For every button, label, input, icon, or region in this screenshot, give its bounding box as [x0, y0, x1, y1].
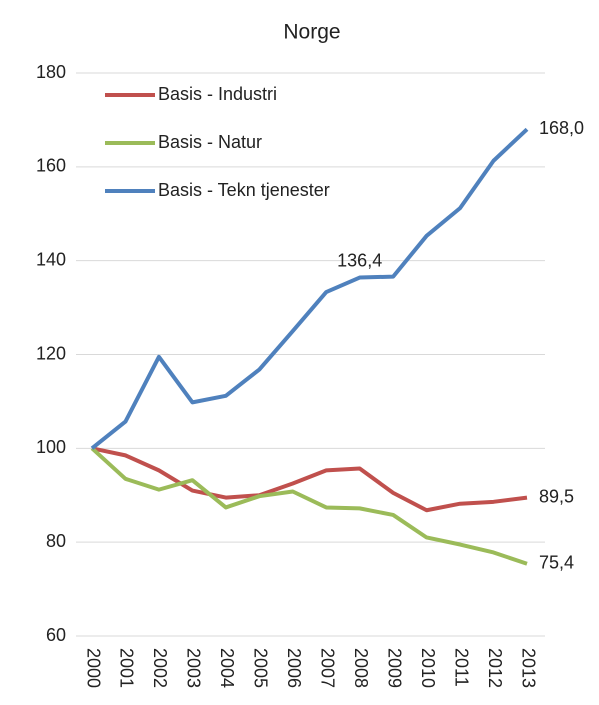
line [91, 446, 528, 513]
x-tick-label: 2006 [284, 648, 304, 688]
x-tick-label: 2009 [384, 648, 404, 688]
data-label: 168,0 [539, 118, 584, 138]
legend-label: Basis - Tekn tjenester [158, 180, 330, 200]
data-label: 89,5 [539, 486, 574, 506]
y-tick-label: 180 [36, 62, 66, 82]
y-tick-label: 100 [36, 437, 66, 457]
x-tick-label: 2005 [251, 648, 271, 688]
legend-label: Basis - Natur [158, 132, 262, 152]
legend-label: Basis - Industri [158, 84, 277, 104]
chart-title: Norge [283, 21, 340, 44]
line [90, 446, 528, 566]
x-tick-label: 2007 [317, 648, 337, 688]
y-tick-label: 60 [46, 625, 66, 645]
x-tick-label: 2003 [184, 648, 204, 688]
y-tick-label: 120 [36, 343, 66, 363]
x-tick-label: 2001 [117, 648, 137, 688]
line [90, 127, 529, 450]
data-label: 136,4 [337, 250, 382, 270]
x-tick-label: 2008 [351, 648, 371, 688]
x-tick-label: 2004 [217, 648, 237, 688]
data-label: 75,4 [539, 552, 574, 572]
y-tick-label: 160 [36, 156, 66, 176]
x-tick-label: 2002 [150, 648, 170, 688]
x-tick-label: 2012 [485, 648, 505, 688]
x-tick-label: 2011 [451, 648, 471, 687]
x-tick-label: 2000 [83, 648, 103, 688]
x-tick-label: 2010 [418, 648, 438, 688]
y-tick-label: 80 [46, 531, 66, 551]
y-tick-label: 140 [36, 249, 66, 269]
x-tick-label: 2013 [518, 648, 538, 688]
